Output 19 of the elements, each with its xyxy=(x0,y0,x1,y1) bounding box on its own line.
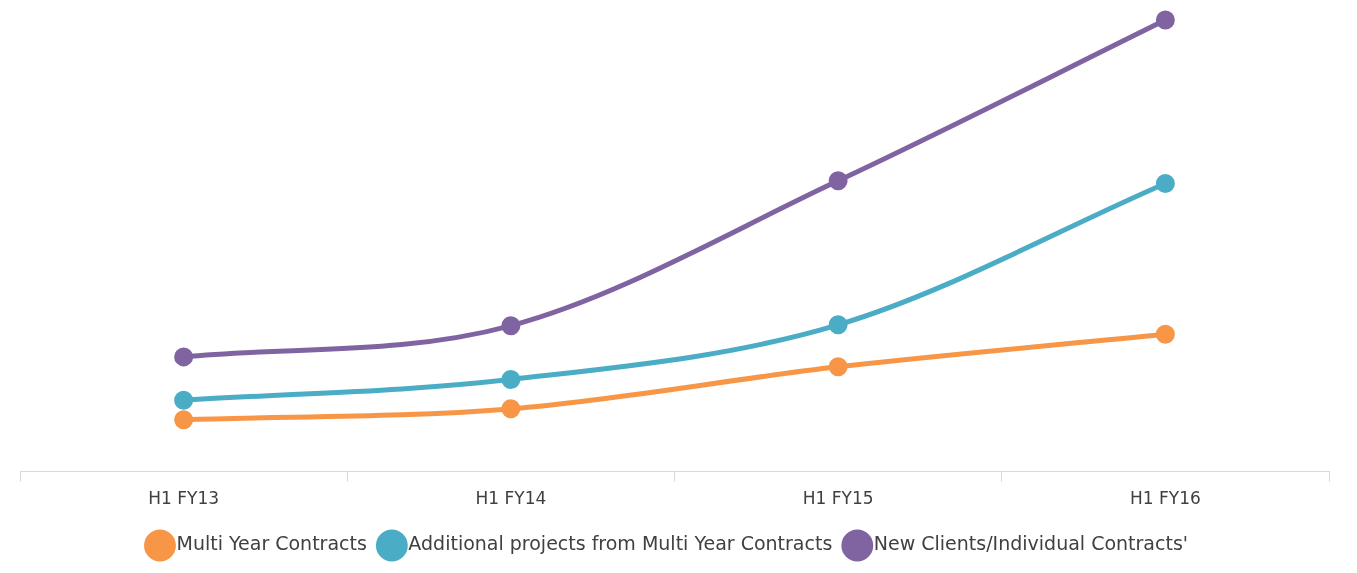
legend-label: Additional projects from Multi Year Contracts xyxy=(408,532,833,555)
point xyxy=(501,316,521,336)
point xyxy=(1155,324,1175,344)
point xyxy=(828,315,848,335)
legend-label: New Clients/Individual Contracts' xyxy=(873,532,1189,555)
x-tick-label: H1 FY14 xyxy=(475,488,547,509)
point xyxy=(174,410,194,430)
x-tick-label: H1 FY13 xyxy=(148,488,220,509)
x-tick-label: H1 FY16 xyxy=(1129,488,1201,509)
legend-label: Multi Year Contracts xyxy=(176,532,367,555)
point xyxy=(828,171,848,191)
point xyxy=(828,357,848,377)
point xyxy=(501,369,521,389)
point xyxy=(174,390,194,410)
point xyxy=(1155,173,1175,193)
x-tick-label: H1 FY15 xyxy=(802,488,874,509)
point xyxy=(1155,10,1175,30)
point xyxy=(501,399,521,419)
point xyxy=(174,347,194,367)
